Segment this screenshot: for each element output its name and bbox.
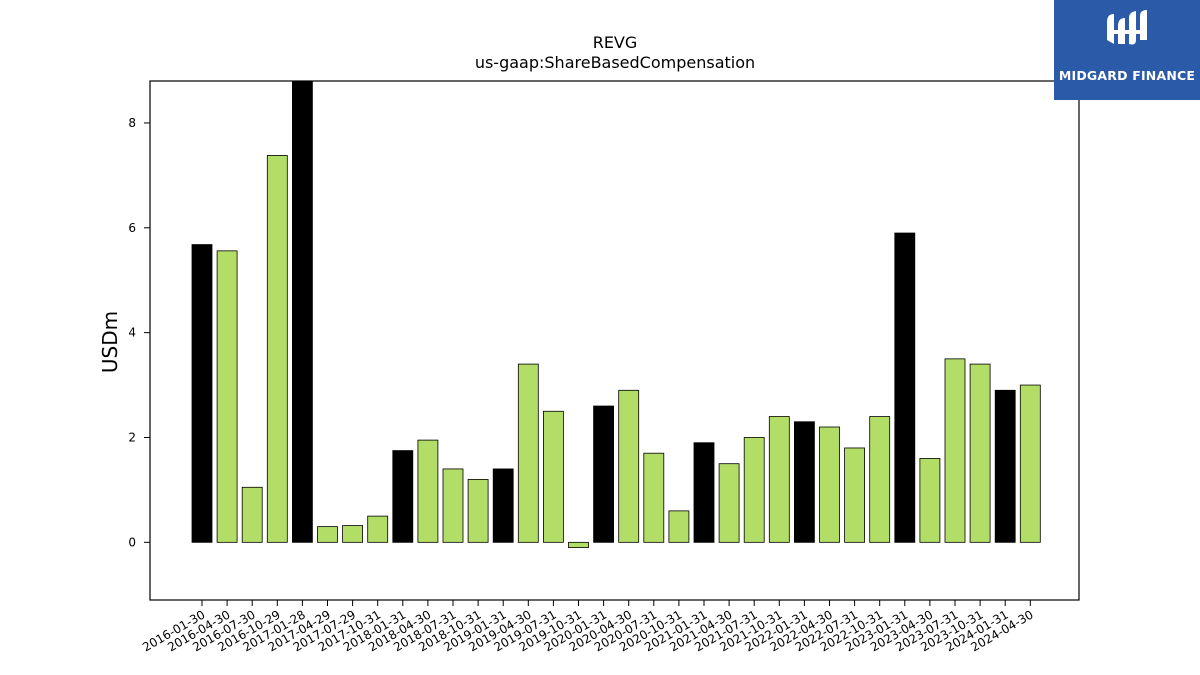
y-ticks-group: 0 2 4 6 8 [128, 116, 150, 549]
bar-2021-01-31 [693, 442, 715, 543]
bar-2016-07-30 [241, 486, 263, 543]
plot-frame [149, 80, 1080, 601]
bar-2021-07-31 [743, 437, 765, 543]
bar-2022-10-31 [869, 416, 891, 543]
bar-2024-04-30 [1019, 384, 1041, 543]
bar-2019-07-31 [543, 410, 564, 543]
logo-mark-icon [1107, 10, 1147, 45]
bar-2021-10-31 [768, 416, 790, 543]
bar-2019-01-31 [492, 468, 514, 543]
bar-2022-07-31 [844, 447, 865, 543]
bar-2016-04-30 [216, 250, 238, 543]
chart-subtitle: us-gaap:ShareBasedCompensation [475, 53, 755, 72]
bar-2022-04-30 [819, 426, 840, 543]
bar-2017-10-31 [367, 515, 389, 543]
bar-2024-01-31 [994, 389, 1016, 543]
bar-2018-04-30 [417, 439, 439, 543]
bar-2021-04-30 [718, 463, 740, 543]
bar-2016-01-30 [191, 244, 213, 543]
y-tick-label: 8 [128, 116, 136, 130]
bar-2023-07-31 [944, 358, 966, 543]
bar-2020-04-30 [618, 389, 640, 543]
bar-2023-04-30 [919, 458, 941, 543]
x-ticks-group: 2016-01-302016-04-302016-07-302016-10-29… [140, 600, 1036, 654]
bar-2023-01-31 [894, 232, 916, 543]
bar-2018-01-31 [392, 450, 414, 543]
bar-2017-01-28 [291, 80, 313, 543]
y-tick-label: 2 [128, 430, 136, 444]
bar-2016-10-29 [266, 155, 288, 543]
y-tick-label: 4 [128, 326, 136, 340]
y-tick-label: 0 [128, 535, 136, 549]
bar-2023-10-31 [969, 363, 991, 543]
bar-2020-01-31 [593, 405, 614, 543]
bar-2020-07-31 [643, 452, 665, 543]
bar-2018-07-31 [442, 468, 464, 543]
bar-2018-10-31 [467, 479, 489, 543]
bar-2017-07-29 [342, 525, 364, 543]
y-axis-label: USDm [98, 311, 122, 373]
bar-2019-04-30 [517, 363, 539, 543]
y-tick-label: 6 [128, 221, 136, 235]
chart-title: REVG [593, 33, 638, 52]
bar-2019-10-31 [568, 541, 589, 548]
bar-2017-04-29 [317, 526, 338, 543]
logo-text: MIDGARD FINANCE [1058, 68, 1196, 83]
bars-group [191, 80, 1041, 548]
bar-2020-10-31 [668, 510, 690, 543]
brand-logo: MIDGARD FINANCE [1054, 0, 1200, 100]
bar-2022-01-31 [794, 421, 815, 543]
